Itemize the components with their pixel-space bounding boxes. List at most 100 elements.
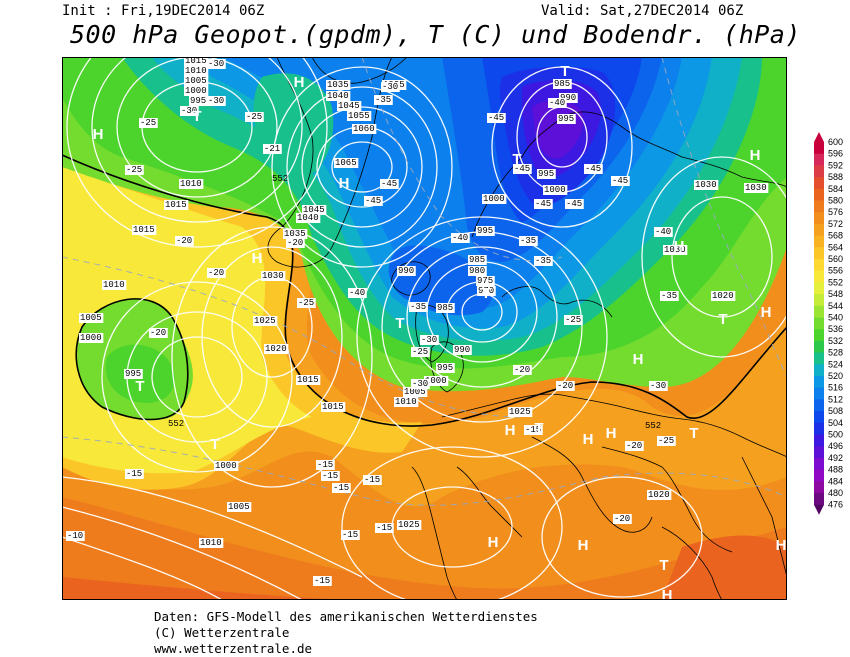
temperature-label: -30	[381, 82, 400, 92]
svg-text:995: 995	[125, 369, 141, 379]
website-link[interactable]: www.wetterzentrale.de	[154, 641, 313, 656]
temperature-label: -15	[316, 460, 335, 470]
pressure-label: 995	[189, 96, 208, 106]
temperature-label: -20	[513, 365, 532, 375]
scale-value-label: 480	[828, 488, 843, 498]
temperature-label: -35	[534, 256, 553, 266]
pressure-label: 1020	[711, 291, 736, 301]
scale-value-label: 592	[828, 160, 843, 170]
temperature-label: -25	[125, 165, 144, 175]
scale-swatch	[814, 317, 824, 330]
svg-text:-15: -15	[314, 576, 330, 586]
temperature-label: -40	[548, 98, 567, 108]
scale-value-label: 596	[828, 149, 843, 159]
pressure-label: 1035	[283, 229, 308, 239]
svg-text:1035: 1035	[327, 80, 349, 90]
svg-text:1015: 1015	[322, 402, 344, 412]
svg-text:1005: 1005	[404, 387, 426, 397]
scale-value-label: 484	[828, 476, 843, 486]
coastlines	[267, 57, 787, 600]
scale-swatch	[814, 376, 824, 389]
svg-text:1025: 1025	[254, 316, 276, 326]
svg-text:-15: -15	[342, 530, 358, 540]
svg-text:-30: -30	[650, 381, 666, 391]
svg-text:-25: -25	[126, 165, 142, 175]
pressure-label: 1015	[184, 57, 209, 66]
svg-text:-15: -15	[126, 469, 142, 479]
temperature-label: -15	[313, 576, 332, 586]
scale-swatch	[814, 387, 824, 400]
weather-map: 1015101010051000995103510401025104510551…	[62, 57, 787, 600]
scale-swatch	[814, 411, 824, 424]
high-pressure-marker: H	[662, 587, 673, 600]
low-pressure-marker: T	[689, 425, 698, 442]
pressure-label: 1035	[326, 80, 351, 90]
temperature-label: -45	[487, 113, 506, 123]
scale-swatch	[814, 247, 824, 260]
scale-swatch	[814, 294, 824, 307]
pressure-label: 1000	[543, 185, 568, 195]
pressure-label: 995	[436, 363, 455, 373]
svg-text:1045: 1045	[303, 205, 325, 215]
pressure-label: 985	[436, 303, 455, 313]
svg-text:-35: -35	[410, 302, 426, 312]
pressure-label: 1065	[334, 158, 359, 168]
scale-swatch	[814, 329, 824, 342]
pressure-label: 1030	[261, 271, 286, 281]
high-pressure-marker: H	[633, 351, 644, 368]
scale-value-label: 516	[828, 383, 843, 393]
temperature-label: -20	[207, 268, 226, 278]
pressure-label: 1055	[347, 111, 372, 121]
svg-text:-30: -30	[181, 106, 197, 116]
scale-swatch	[814, 493, 824, 506]
svg-text:-15: -15	[333, 483, 349, 493]
scale-bottom-arrow	[814, 504, 824, 515]
scale-swatch	[814, 481, 824, 494]
svg-text:-15: -15	[376, 523, 392, 533]
svg-text:-40: -40	[452, 233, 468, 243]
scale-value-label: 504	[828, 418, 843, 428]
scale-swatch	[814, 153, 824, 166]
high-pressure-marker: H	[750, 147, 761, 164]
svg-text:-21: -21	[264, 144, 280, 154]
svg-text:-20: -20	[557, 381, 573, 391]
pressure-label: 1025	[508, 407, 533, 417]
svg-text:-25: -25	[658, 436, 674, 446]
scale-value-label: 536	[828, 324, 843, 334]
pressure-label: 970	[477, 286, 496, 296]
svg-text:1000: 1000	[544, 185, 566, 195]
svg-text:985: 985	[437, 303, 453, 313]
svg-text:1015: 1015	[133, 225, 155, 235]
svg-text:995: 995	[437, 363, 453, 373]
pressure-label: 1000	[424, 376, 449, 386]
pressure-label: 1015	[164, 200, 189, 210]
low-pressure-marker: T	[481, 285, 490, 302]
temperature-label: -30	[411, 379, 430, 389]
temperature-label: -15	[341, 530, 360, 540]
pressure-label: 995	[124, 369, 143, 379]
svg-text:-15: -15	[317, 460, 333, 470]
scale-value-label: 524	[828, 359, 843, 369]
temperature-label: -25	[139, 118, 158, 128]
pressure-label: 975	[476, 276, 495, 286]
svg-text:-45: -45	[585, 164, 601, 174]
svg-text:-35: -35	[520, 236, 536, 246]
scale-value-label: 500	[828, 430, 843, 440]
scale-value-label: 600	[828, 137, 843, 147]
geopotential-label: 552	[168, 419, 184, 429]
svg-text:-45: -45	[488, 113, 504, 123]
svg-text:995: 995	[477, 226, 493, 236]
scale-value-label: 508	[828, 406, 843, 416]
svg-text:1040: 1040	[297, 213, 319, 223]
svg-text:-25: -25	[246, 112, 262, 122]
pressure-label: 995	[557, 114, 576, 124]
svg-text:-15: -15	[525, 425, 541, 435]
svg-text:-20: -20	[208, 268, 224, 278]
svg-text:1020: 1020	[648, 490, 670, 500]
svg-text:-35: -35	[375, 95, 391, 105]
scale-value-label: 552	[828, 277, 843, 287]
svg-text:975: 975	[477, 276, 493, 286]
svg-text:980: 980	[469, 266, 485, 276]
svg-text:-30: -30	[208, 96, 224, 106]
svg-text:1060: 1060	[353, 124, 375, 134]
